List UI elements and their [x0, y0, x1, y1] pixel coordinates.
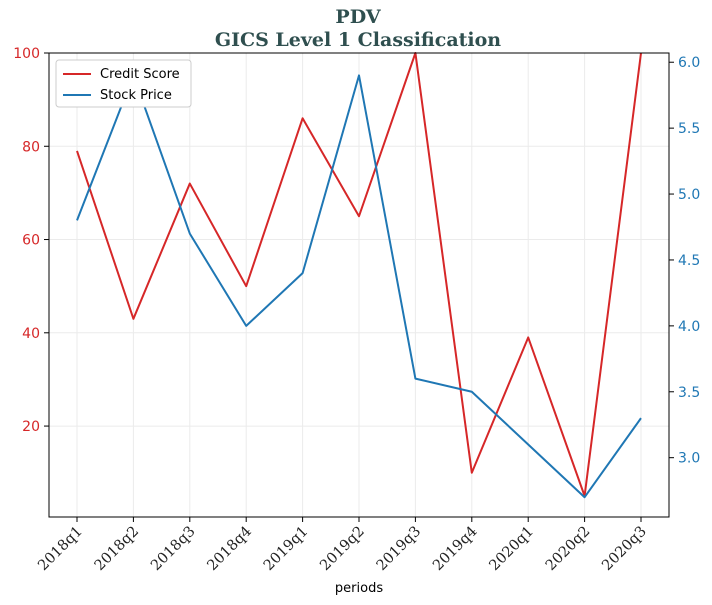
y-left-tick-label: 20: [22, 419, 40, 435]
y-left-tick-label: 80: [22, 139, 40, 155]
chart-subtitle: GICS Level 1 Classification: [215, 29, 501, 51]
y-right-tick-label: 6.0: [678, 55, 700, 71]
axes: 2018q1 2018q2 2018q3 2018q4 2019q1 2019q2 2019…: [13, 46, 700, 574]
x-tick-label: 2020q3: [599, 524, 650, 575]
grid: [49, 52, 669, 517]
x-tick-label: 2019q1: [261, 524, 312, 575]
series-lines: [76, 52, 642, 499]
y-right-tick-label: 3.0: [678, 451, 700, 467]
y-right-tick-label: 3.5: [678, 385, 700, 401]
y-right-tick-label: 4.5: [678, 253, 700, 269]
legend: Credit Score Stock Price: [55, 59, 192, 108]
y-right-tick-label: 4.0: [678, 319, 700, 335]
x-tick-label: 2018q4: [205, 524, 256, 575]
x-tick-label: 2019q4: [430, 524, 481, 575]
legend-label-stock-price: Stock Price: [100, 88, 172, 103]
y-right-tick-label: 5.0: [678, 187, 700, 203]
chart-title: PDV: [335, 6, 381, 28]
x-tick-label: 2018q2: [92, 524, 143, 575]
y-left-tick-label: 100: [13, 46, 40, 62]
series-line-stock-price: [76, 74, 642, 499]
x-tick-label: 2019q2: [317, 524, 368, 575]
y-left-tick-label: 60: [22, 233, 40, 249]
x-tick-label: 2020q2: [543, 524, 594, 575]
x-axis-label: periods: [335, 581, 383, 596]
series-line-credit-score: [76, 52, 642, 498]
legend-label-credit-score: Credit Score: [100, 67, 180, 82]
x-tick-label: 2018q3: [148, 524, 199, 575]
y-left-tick-label: 40: [22, 326, 40, 342]
x-tick-label: 2020q1: [487, 524, 538, 575]
x-tick-label: 2019q3: [374, 524, 425, 575]
x-tick-label: 2018q1: [35, 524, 86, 575]
y-right-tick-label: 5.5: [678, 121, 700, 137]
